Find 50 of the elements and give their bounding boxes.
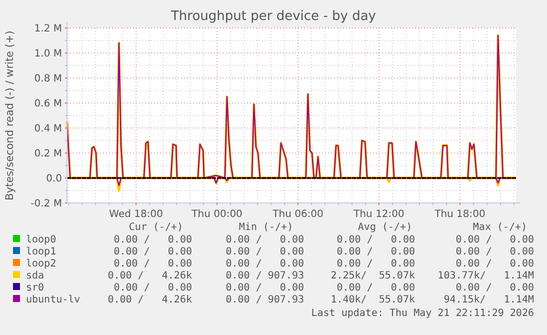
text: 0.00 / 4.26k	[108, 294, 192, 306]
text: 0.00 / 0.00	[336, 282, 415, 294]
text: 0.00 / 0.00	[456, 258, 534, 270]
text: 0.00 / 0.00	[226, 234, 304, 246]
text: Max (-/+)	[472, 222, 528, 233]
text: 2.25k/ 55.07k	[330, 270, 415, 282]
text: 0.00 / 0.00	[114, 246, 192, 258]
text: 0.00 / 0.00	[336, 246, 415, 258]
y-tick-label: 1.2 M	[34, 24, 62, 34]
text: Cur (-/+)	[128, 222, 184, 233]
text: 0.00 / 0.00	[114, 282, 192, 294]
legend-label: loop2	[26, 258, 56, 270]
text: 1.40k/ 55.07k	[330, 294, 415, 306]
y-tick-label: 1.0 M	[34, 48, 62, 60]
text: 94.15k/ 1.14M	[444, 294, 534, 306]
y-tick-label: 0.2 M	[34, 148, 62, 160]
y-tick-label: -0.2 M	[30, 198, 62, 210]
text: 0.00 / 0.00	[336, 258, 415, 270]
text: 0.00 / 0.00	[456, 246, 534, 258]
x-tick-label: Thu 00:00	[190, 209, 242, 220]
text: 0.00 / 907.93	[226, 270, 304, 282]
text: 0.00 / 0.00	[336, 234, 415, 246]
text: 0.00 / 0.00	[114, 234, 192, 246]
y-tick-label: 0.4 M	[34, 124, 62, 134]
text: Avg (-/+)	[358, 222, 412, 233]
legend-label: loop0	[26, 234, 56, 246]
text: Min (-/+)	[238, 222, 294, 233]
x-tick-label: Wed 18:00	[109, 209, 163, 220]
text: 0.00 / 0.00	[226, 258, 304, 270]
y-tick-label: 0.8 M	[34, 74, 62, 84]
legend-label: ubuntu-lv	[26, 294, 80, 306]
y-axis-title: Bytes/second read (-) / write (+)	[4, 30, 16, 200]
legend-label: sda	[26, 270, 44, 282]
y-tick-label: 0.0	[46, 174, 62, 184]
text: 0.00 / 0.00	[226, 246, 304, 258]
text: 0.00 / 4.26k	[108, 270, 192, 282]
text: 0.00 / 0.00	[114, 258, 192, 270]
text: 0.00 / 0.00	[456, 234, 534, 246]
text: 0.00 / 907.93	[226, 294, 304, 306]
x-tick-label: Thu 06:00	[272, 209, 324, 220]
chart-title: Throughput per device - by day	[170, 9, 376, 24]
legend-label: sr0	[26, 282, 44, 294]
y-tick-label: 0.6 M	[34, 98, 62, 110]
text: 0.00 / 0.00	[226, 282, 304, 294]
text: 0.00 / 0.00	[456, 282, 534, 294]
legend-label: loop1	[26, 246, 56, 258]
text: Last update: Thu May 21 22:11:29 2026	[311, 308, 534, 319]
x-tick-label: Thu 12:00	[352, 209, 404, 220]
text: 103.77k/ 1.14M	[438, 270, 534, 282]
x-tick-label: Thu 18:00	[434, 209, 486, 220]
